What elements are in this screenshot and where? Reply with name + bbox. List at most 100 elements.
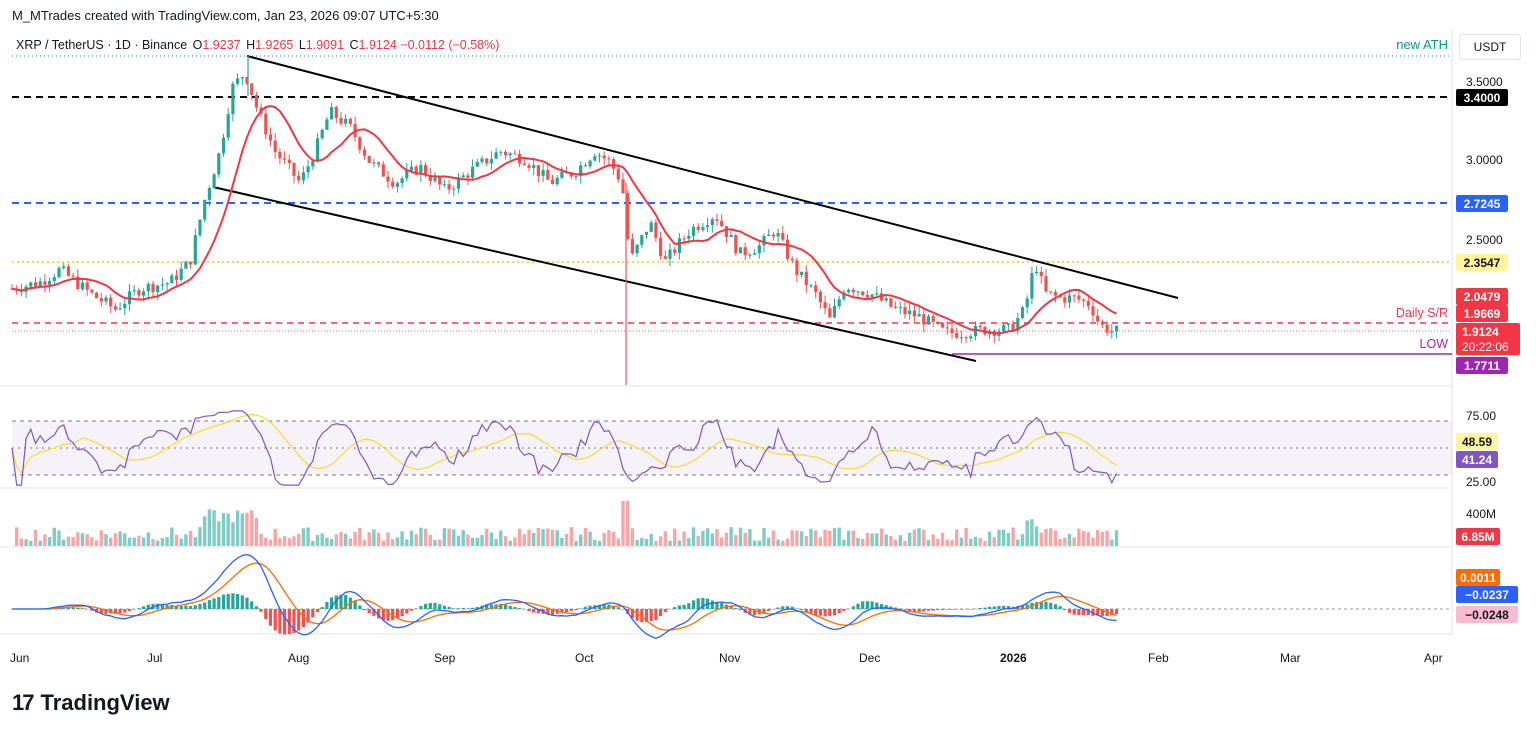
currency-button[interactable]: USDT bbox=[1459, 34, 1521, 60]
candle-body[interactable] bbox=[767, 234, 771, 237]
candle-body[interactable] bbox=[593, 156, 597, 161]
channel-lower-line[interactable] bbox=[212, 186, 977, 362]
candle-body[interactable] bbox=[720, 220, 724, 227]
candle-body[interactable] bbox=[29, 282, 33, 287]
candle-body[interactable] bbox=[579, 165, 583, 177]
candle-body[interactable] bbox=[268, 134, 273, 141]
candle-body[interactable] bbox=[687, 235, 691, 239]
candle-body[interactable] bbox=[1077, 295, 1081, 300]
candle-body[interactable] bbox=[889, 298, 893, 307]
candle-body[interactable] bbox=[43, 281, 47, 285]
candle-body[interactable] bbox=[842, 292, 846, 300]
candle-body[interactable] bbox=[851, 289, 855, 293]
candle-body[interactable] bbox=[311, 161, 315, 167]
candle-body[interactable] bbox=[424, 164, 428, 176]
candle-body[interactable] bbox=[461, 175, 465, 178]
candle-body[interactable] bbox=[1063, 297, 1067, 303]
candle-body[interactable] bbox=[649, 222, 653, 232]
candle-body[interactable] bbox=[602, 155, 606, 159]
candle-body[interactable] bbox=[969, 336, 973, 339]
candle-body[interactable] bbox=[221, 137, 226, 154]
candle-body[interactable] bbox=[1105, 324, 1109, 333]
candle-body[interactable] bbox=[964, 337, 968, 339]
candle-body[interactable] bbox=[212, 174, 216, 189]
candle-body[interactable] bbox=[104, 297, 108, 302]
candle-body[interactable] bbox=[283, 158, 287, 160]
candle-body[interactable] bbox=[832, 306, 837, 318]
candle-body[interactable] bbox=[325, 119, 329, 130]
candle-body[interactable] bbox=[193, 235, 197, 265]
candle-body[interactable] bbox=[884, 298, 888, 301]
candle-body[interactable] bbox=[513, 153, 517, 155]
candle-body[interactable] bbox=[1086, 300, 1090, 307]
candle-body[interactable] bbox=[527, 165, 531, 168]
candle-body[interactable] bbox=[621, 179, 625, 194]
candle-body[interactable] bbox=[616, 168, 620, 180]
candle-body[interactable] bbox=[630, 239, 634, 254]
candle-body[interactable] bbox=[297, 175, 301, 181]
candle-body[interactable] bbox=[856, 291, 860, 293]
candle-body[interactable] bbox=[673, 249, 677, 253]
candle-body[interactable] bbox=[898, 307, 902, 309]
candle-body[interactable] bbox=[912, 310, 916, 317]
candle-body[interactable] bbox=[804, 271, 808, 286]
candle-body[interactable] bbox=[691, 226, 696, 236]
candle-body[interactable] bbox=[1053, 291, 1057, 296]
candle-body[interactable] bbox=[560, 171, 564, 178]
candle-body[interactable] bbox=[466, 175, 470, 178]
candle-body[interactable] bbox=[301, 172, 305, 181]
candle-body[interactable] bbox=[160, 284, 164, 286]
candle-body[interactable] bbox=[973, 325, 978, 337]
candle-body[interactable] bbox=[292, 162, 296, 176]
candle-body[interactable] bbox=[456, 177, 461, 189]
candle-body[interactable] bbox=[950, 328, 954, 334]
candle-body[interactable] bbox=[555, 177, 559, 184]
candle-body[interactable] bbox=[818, 291, 822, 303]
candle-body[interactable] bbox=[978, 325, 982, 327]
candle-body[interactable] bbox=[226, 114, 230, 138]
candle-body[interactable] bbox=[1110, 331, 1114, 333]
candle-body[interactable] bbox=[753, 253, 757, 255]
candle-body[interactable] bbox=[386, 176, 390, 182]
candle-body[interactable] bbox=[348, 118, 352, 124]
candle-body[interactable] bbox=[790, 258, 794, 261]
candle-body[interactable] bbox=[494, 152, 498, 159]
candle-body[interactable] bbox=[757, 245, 761, 254]
candle-body[interactable] bbox=[1011, 323, 1015, 331]
candle-body[interactable] bbox=[955, 333, 959, 338]
candle-body[interactable] bbox=[640, 235, 644, 245]
candle-body[interactable] bbox=[785, 239, 790, 259]
candle-body[interactable] bbox=[574, 176, 578, 178]
candle-body[interactable] bbox=[76, 276, 80, 289]
candle-body[interactable] bbox=[99, 298, 103, 302]
candle-body[interactable] bbox=[80, 282, 85, 289]
candle-body[interactable] bbox=[734, 235, 738, 254]
candle-body[interactable] bbox=[480, 158, 484, 163]
candle-body[interactable] bbox=[800, 271, 804, 276]
candle-body[interactable] bbox=[48, 280, 52, 285]
candle-body[interactable] bbox=[217, 153, 221, 175]
candle-body[interactable] bbox=[442, 184, 446, 186]
candle-body[interactable] bbox=[33, 282, 38, 287]
candle-body[interactable] bbox=[644, 231, 649, 236]
candle-body[interactable] bbox=[1002, 324, 1006, 332]
candle-body[interactable] bbox=[706, 225, 710, 228]
candle-body[interactable] bbox=[814, 285, 818, 292]
candle-body[interactable] bbox=[983, 326, 987, 335]
candle-body[interactable] bbox=[85, 282, 89, 290]
candle-body[interactable] bbox=[151, 283, 155, 293]
candle-body[interactable] bbox=[334, 107, 338, 118]
candle-body[interactable] bbox=[447, 184, 451, 190]
candle-body[interactable] bbox=[132, 290, 136, 292]
candle-body[interactable] bbox=[1030, 273, 1034, 299]
candle-body[interactable] bbox=[837, 299, 841, 307]
candle-body[interactable] bbox=[146, 283, 150, 292]
candle-body[interactable] bbox=[612, 159, 616, 169]
candle-body[interactable] bbox=[254, 94, 258, 108]
candle-body[interactable] bbox=[569, 173, 573, 177]
candle-body[interactable] bbox=[90, 289, 94, 293]
candle-body[interactable] bbox=[748, 254, 752, 256]
candle-body[interactable] bbox=[659, 237, 663, 257]
candle-body[interactable] bbox=[1025, 298, 1029, 308]
candle-body[interactable] bbox=[663, 256, 667, 259]
